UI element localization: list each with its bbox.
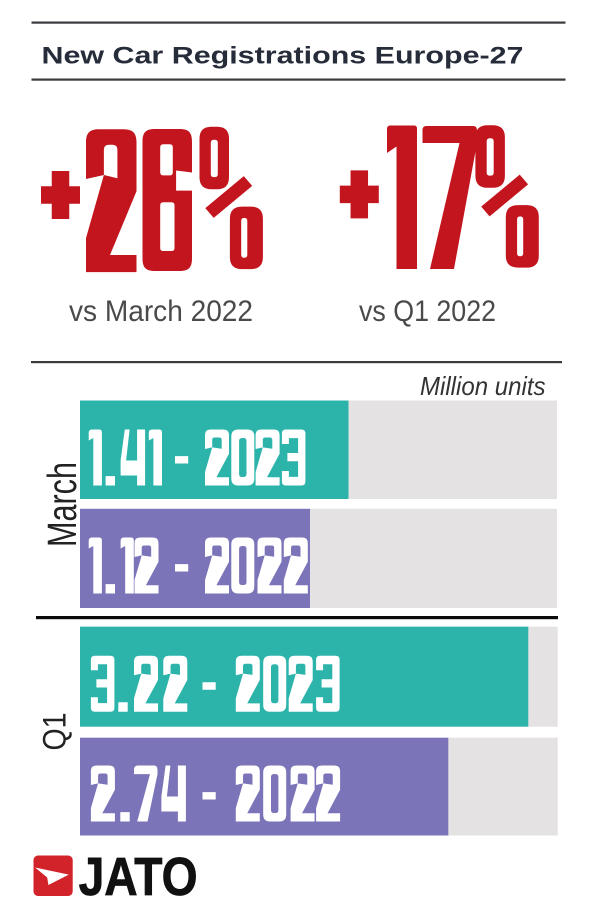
svg-text:JATO: JATO [79,848,198,907]
svg-text:vs March 2022: vs March 2022 [69,295,253,328]
svg-text:March: March [39,462,85,547]
svg-text:vs Q1 2022: vs Q1 2022 [359,295,496,328]
svg-text:Q1: Q1 [37,713,73,751]
svg-text:New Car Registrations Europe-2: New Car Registrations Europe-27 [42,43,524,70]
svg-text:Million units: Million units [420,371,546,401]
